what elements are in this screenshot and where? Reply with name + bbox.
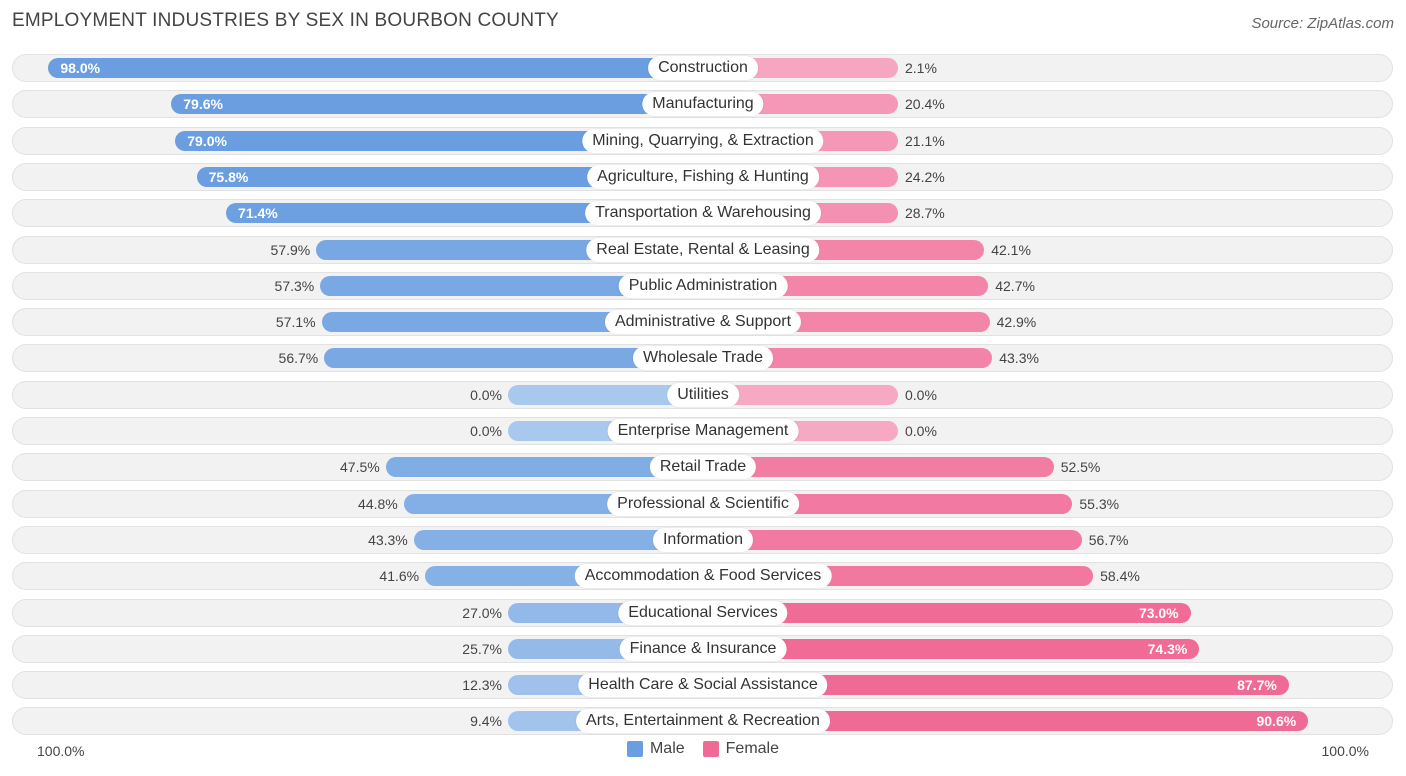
value-label-female: 52.5% [1060,459,1101,476]
bar-male[interactable] [196,166,703,187]
value-label-male: 98.0% [60,60,101,76]
category-label: Professional & Scientific [607,491,799,516]
legend-label-male: Male [649,740,685,757]
value-label-female: 42.1% [991,241,1031,258]
value-label-male: 25.7% [462,640,502,657]
value-label-male: 47.5% [340,459,380,476]
value-label-female: 87.7% [1237,677,1277,694]
bar-female[interactable] [703,675,1289,696]
value-label-female: 42.7% [995,277,1035,294]
legend: Male Female [0,740,1406,758]
category-label: Transportation & Warehousing [585,201,821,226]
value-label-male: 79.0% [187,132,227,149]
value-label-male: 43.3% [368,531,408,548]
value-label-male: 27.0% [462,604,502,621]
value-label-male: 0.0% [470,423,502,439]
bar-female[interactable] [703,602,1191,623]
bar-female[interactable] [703,457,1054,478]
category-label: Enterprise Management [607,419,799,443]
value-label-male: 56.7% [278,350,319,367]
value-label-male: 75.8% [208,168,249,185]
bar-male[interactable] [171,94,703,115]
category-label: Health Care & Social Assistance [578,673,828,698]
value-label-male: 9.4% [470,713,502,730]
bar-male[interactable] [320,275,703,296]
source-label: Source: ZipAtlas.com [1251,15,1394,32]
value-label-female: 21.1% [905,132,945,149]
value-label-female: 24.2% [905,168,945,185]
value-label-female: 90.6% [1256,713,1297,730]
category-label: Arts, Entertainment & Recreation [576,709,830,734]
legend-item-female[interactable]: Female [702,740,780,758]
category-label: Public Administration [618,273,788,298]
value-label-female: 43.3% [999,350,1039,367]
value-label-male: 57.1% [275,314,316,331]
category-label: Wholesale Trade [632,346,774,371]
category-label: Agriculture, Fishing & Hunting [587,164,819,189]
value-label-female: 28.7% [905,205,945,222]
value-label-male: 71.4% [238,205,278,222]
bar-male[interactable] [385,457,703,478]
axis-right-label: 100.0% [1321,743,1369,759]
value-label-male: 44.8% [358,495,398,512]
value-label-female: 56.7% [1088,531,1129,548]
category-label: Educational Services [618,600,788,625]
bar-female[interactable] [703,384,898,405]
category-label: Finance & Insurance [619,636,787,661]
value-label-female: 58.4% [1100,568,1140,585]
legend-swatch-male [626,741,643,757]
bar-female[interactable] [703,711,1309,732]
value-label-male: 57.9% [270,241,311,258]
category-label: Accommodation & Food Services [574,564,832,589]
category-label: Mining, Quarrying, & Extraction [582,128,824,153]
value-label-female: 2.1% [905,60,937,76]
value-label-male: 12.3% [462,677,502,694]
bar-male[interactable] [324,348,703,369]
category-label: Administrative & Support [604,310,802,335]
category-label: Utilities [667,382,739,407]
category-label: Construction [648,56,758,80]
value-label-male: 79.6% [183,96,223,113]
bar-female[interactable] [703,348,993,369]
value-label-female: 20.4% [905,96,945,113]
chart-area: Construction 98.0% 2.1% Manufacturing 79.6% 2… [0,48,1406,748]
value-label-female: 74.3% [1147,640,1188,657]
category-label: Manufacturing [642,92,764,117]
value-label-female: 0.0% [905,386,937,403]
bar-male[interactable] [175,130,703,151]
category-label: Retail Trade [649,455,757,480]
value-label-male: 57.3% [274,277,315,294]
value-label-female: 42.9% [996,314,1037,331]
legend-swatch-female [702,741,719,757]
axis-left-label: 100.0% [37,743,85,759]
bar-male[interactable] [48,58,703,78]
bar-male[interactable] [508,384,703,405]
chart-title: EMPLOYMENT INDUSTRIES BY SEX IN BOURBON … [12,10,559,31]
bar-female[interactable] [703,638,1200,659]
bar-male[interactable] [413,529,703,550]
value-label-female: 0.0% [905,423,937,439]
bar-female[interactable] [703,529,1082,550]
category-label: Real Estate, Rental & Leasing [586,237,820,262]
value-label-male: 0.0% [470,386,502,403]
value-label-female: 73.0% [1138,604,1179,621]
value-label-female: 55.3% [1079,495,1120,512]
legend-label-female: Female [725,740,780,757]
value-label-male: 41.6% [379,568,420,585]
bar-male[interactable] [226,203,703,224]
legend-item-male[interactable]: Male [626,740,685,758]
category-label: Information [652,527,754,552]
